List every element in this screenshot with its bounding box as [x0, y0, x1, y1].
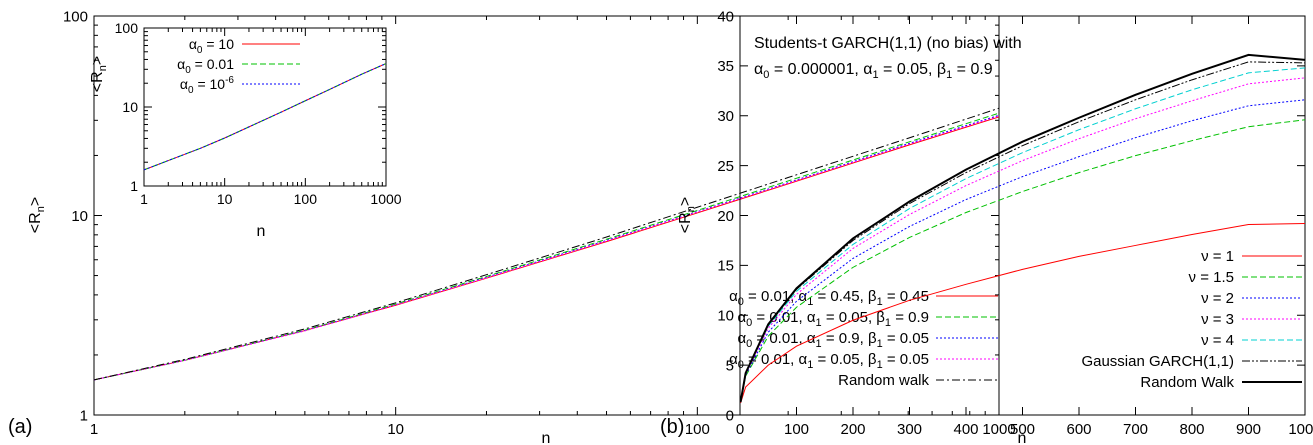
panel-b-series-line-4	[740, 77, 1306, 403]
panel-b-legend-label-2: ν = 1.5	[1189, 269, 1234, 286]
panel-b-ticks: 0 100 200 300 400 500 600 700 800 900 1000 0 5 10 15 20…	[717, 8, 1313, 438]
inset-series	[143, 63, 387, 171]
inset-series-line-3	[143, 63, 387, 171]
panel-a-xlabel: n	[542, 430, 551, 445]
panel-a-series-line-3	[93, 114, 1000, 381]
panel-b-ytick-label: 10	[717, 308, 734, 325]
inset-ytick-label: 100	[115, 20, 139, 36]
panel-a-xtick-label: 100	[685, 421, 710, 438]
panel-b-xtick-label: 600	[1066, 421, 1091, 438]
panel-b-series	[739, 53, 1306, 404]
panel-b-xtick-label: 300	[897, 421, 922, 438]
panel-b-legend-label-1: ν = 1	[1201, 248, 1234, 265]
inset-xtick-label: 1	[140, 191, 148, 207]
inset-ytick-label: 1	[130, 178, 138, 194]
inset-xtick-label: 10	[217, 191, 233, 207]
panel-b-legend-label-6: Gaussian GARCH(1,1)	[1081, 353, 1234, 370]
panel-b-ytick-label: 20	[717, 208, 734, 225]
panel-b-series-line-1	[740, 222, 1306, 404]
panel-b-ylabel: <Rn>	[677, 197, 697, 233]
panel-a-legend-label-5: Random walk	[838, 372, 929, 389]
panel-a-legend-label-2: α0 = 0.01, α1 = 0.05, β1 = 0.9	[737, 309, 929, 329]
panel-b-legend: ν = 1 ν = 1.5 ν = 2 ν = 3 ν = 4 Gaussian GARC…	[1081, 248, 1302, 391]
panel-a-series-line-2	[93, 112, 1000, 381]
inset-legend-label-2: α0 = 0.01	[177, 56, 234, 76]
panel-a-xtick-label: 1	[90, 421, 98, 438]
panel-a-legend-label-1: α0 = 0.01, α1 = 0.45, β1 = 0.45	[729, 288, 929, 308]
panel-b-legend-label-7: Random Walk	[1140, 374, 1234, 391]
panel-b-xtick-label: 500	[1010, 421, 1035, 438]
panel-b-legend-label-5: ν = 4	[1201, 332, 1234, 349]
panel-b-legend-label-3: ν = 2	[1201, 290, 1234, 307]
inset-xlabel: n	[257, 223, 266, 240]
inset-xtick-label: 1000	[370, 191, 401, 207]
panel-b-xtick-label: 200	[840, 421, 865, 438]
panel-a-label: (a)	[8, 416, 32, 438]
panel-b-xtick-label: 800	[1179, 421, 1204, 438]
inset-legend-label-3: α0 = 10-6	[180, 75, 235, 96]
panel-b-ytick-label: 30	[717, 108, 734, 125]
inset-ticks: 1 10 100 1000 1 10 100	[115, 20, 402, 207]
inset-legend-label-1: α0 = 10	[189, 36, 234, 56]
panel-a-series-line-4	[93, 115, 1000, 381]
panel-a-ytick-label: 100	[63, 8, 88, 25]
inset-ylabel: <Rn>	[89, 56, 109, 92]
panel-b-ytick-label: 0	[726, 407, 734, 424]
inset-ytick-label: 10	[122, 99, 138, 115]
panel-b-label: (b)	[660, 416, 684, 438]
panel-b-xtick-label: 1000	[1288, 421, 1313, 438]
inset-frame	[143, 27, 387, 187]
panel-b-series-line-7	[739, 53, 1306, 403]
panel-b-xtick-label: 700	[1123, 421, 1148, 438]
panel-b-legend-label-4: ν = 3	[1201, 311, 1234, 328]
panel-b-xtick-label: 900	[1236, 421, 1261, 438]
panel-a-ylabel: <Rn>	[27, 197, 47, 233]
panel-b-xtick-label: 0	[736, 421, 744, 438]
panel-b-annotation-line1: Students-t GARCH(1,1) (no bias) with	[754, 35, 1022, 52]
panel-b-xtick-label: 400	[953, 421, 978, 438]
panel-b-xtick-label: 100	[784, 421, 809, 438]
panel-b-ytick-label: 5	[726, 357, 734, 374]
inset-xtick-label: 100	[294, 191, 318, 207]
panel-b-ytick-label: 25	[717, 158, 734, 175]
panel-a-ytick-label: 1	[80, 407, 88, 424]
panel-a-legend-label-3: α0 = 0.01, α1 = 0.9, β1 = 0.05	[737, 330, 929, 350]
panel-b-series-line-2	[740, 119, 1306, 403]
panel-b-chart: 0 100 200 300 400 500 600 700 800 900 1000 0 5 10 15 20…	[660, 8, 1313, 445]
panel-b-series-line-3	[740, 99, 1306, 403]
panel-b-ytick-label: 35	[717, 58, 734, 75]
panel-b-ytick-label: 40	[717, 8, 734, 25]
panel-a-xtick-label: 10	[387, 421, 404, 438]
panel-b-annotation-line2: α0 = 0.000001, α1 = 0.05, β1 = 0.9	[754, 61, 993, 81]
panel-b-xlabel: n	[1018, 430, 1027, 445]
panel-b-ytick-label: 15	[717, 258, 734, 275]
panel-a-ytick-label: 10	[71, 208, 88, 225]
panel-a-legend-label-4: α0 = 0.01, α1 = 0.05, β1 = 0.05	[729, 351, 929, 371]
panel-a-series	[93, 107, 1000, 381]
panel-a-xtick-label: 1000	[982, 421, 1015, 438]
panel-a-series-line-5	[93, 107, 1000, 381]
